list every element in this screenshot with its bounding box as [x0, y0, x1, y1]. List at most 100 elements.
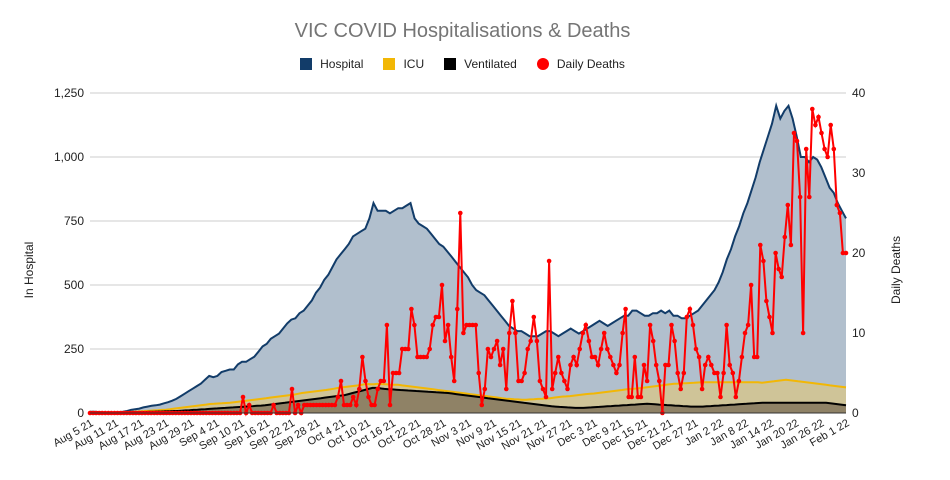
- death-point: [513, 330, 518, 336]
- death-point: [623, 306, 628, 312]
- death-point: [485, 346, 491, 352]
- death-point: [387, 402, 393, 408]
- death-point: [773, 250, 778, 256]
- death-point: [825, 154, 830, 160]
- death-point: [608, 354, 613, 360]
- chart-title: VIC COVID Hospitalisations & Deaths: [294, 20, 631, 42]
- death-point: [507, 330, 512, 336]
- legend-label-icu: ICU: [403, 57, 425, 71]
- death-point: [776, 266, 781, 272]
- death-point: [727, 362, 732, 368]
- death-point: [828, 122, 833, 128]
- death-point: [807, 194, 812, 200]
- death-point: [537, 378, 543, 384]
- death-point: [605, 346, 610, 352]
- death-point: [246, 402, 252, 408]
- death-point: [629, 394, 634, 400]
- y-tick-label-left: 500: [64, 278, 84, 292]
- death-point: [831, 146, 837, 152]
- area-hospital: [90, 105, 846, 414]
- death-point: [733, 394, 739, 400]
- death-point: [360, 354, 365, 360]
- y-tick-label-left: 0: [77, 406, 84, 420]
- death-point: [632, 354, 638, 360]
- y-axis-label-left: In Hospital: [22, 242, 36, 299]
- line-ventilated: [90, 386, 847, 414]
- death-point: [445, 322, 451, 328]
- death-point: [791, 130, 797, 136]
- hospital-swatch: [300, 58, 313, 70]
- death-point: [528, 338, 533, 344]
- death-point: [764, 298, 769, 304]
- legend-label-daily-deaths: Daily Deaths: [556, 57, 625, 71]
- death-point: [702, 362, 708, 368]
- deaths-series: [87, 106, 849, 417]
- legend-item-daily-deaths[interactable]: Daily Deaths: [536, 57, 625, 71]
- death-point: [718, 394, 723, 400]
- death-point: [439, 282, 445, 288]
- death-point: [552, 370, 558, 376]
- death-point: [666, 362, 671, 368]
- death-point: [546, 258, 552, 264]
- death-point: [568, 362, 573, 368]
- death-point: [565, 386, 570, 392]
- death-point: [794, 138, 800, 144]
- death-point: [500, 346, 506, 352]
- death-point: [556, 354, 561, 360]
- death-point: [803, 146, 809, 152]
- death-point: [669, 322, 674, 328]
- death-point: [813, 122, 818, 128]
- death-point: [412, 322, 417, 328]
- area-series: [90, 102, 847, 414]
- legend-item-icu[interactable]: ICU: [383, 57, 424, 71]
- death-point: [810, 106, 815, 112]
- death-point: [770, 330, 775, 336]
- death-point: [458, 210, 463, 216]
- y-tick-label-right: 20: [852, 246, 866, 260]
- death-point: [571, 354, 576, 360]
- legend-item-ventilated[interactable]: Ventilated: [444, 57, 517, 71]
- death-point: [742, 330, 748, 336]
- death-point: [678, 386, 683, 392]
- death-point: [562, 378, 567, 384]
- death-point: [761, 258, 766, 264]
- area-ventilated: [90, 387, 846, 413]
- legend-label-ventilated: Ventilated: [464, 57, 517, 71]
- death-point: [510, 298, 515, 304]
- death-point: [497, 362, 503, 368]
- death-point: [455, 306, 460, 312]
- death-point: [543, 394, 549, 400]
- death-point: [363, 378, 368, 384]
- death-point: [641, 362, 647, 368]
- death-point: [782, 234, 788, 240]
- death-point: [549, 386, 555, 392]
- death-point: [354, 402, 359, 408]
- death-point: [614, 370, 619, 376]
- death-point: [837, 210, 843, 216]
- death-point: [240, 394, 246, 400]
- death-point: [709, 362, 714, 368]
- death-point: [739, 354, 745, 360]
- death-point: [653, 362, 659, 368]
- death-point: [595, 362, 601, 368]
- death-point: [672, 338, 677, 344]
- death-point: [381, 378, 387, 384]
- legend-item-hospital[interactable]: Hospital: [300, 57, 363, 71]
- daily-deaths-swatch: [536, 58, 549, 70]
- death-point: [332, 402, 338, 408]
- legend: Hospital ICU Ventilated Daily Deaths: [0, 57, 925, 71]
- y-tick-label-right: 0: [852, 406, 859, 420]
- death-point: [577, 346, 582, 352]
- death-point: [482, 386, 488, 392]
- death-point: [644, 378, 650, 384]
- death-point: [451, 378, 457, 384]
- death-point: [372, 402, 377, 408]
- death-point: [479, 402, 485, 408]
- death-point: [347, 402, 353, 408]
- death-point: [715, 370, 720, 376]
- death-point: [736, 378, 742, 384]
- icu-swatch: [383, 58, 396, 70]
- death-point: [430, 322, 436, 328]
- death-point: [488, 354, 494, 360]
